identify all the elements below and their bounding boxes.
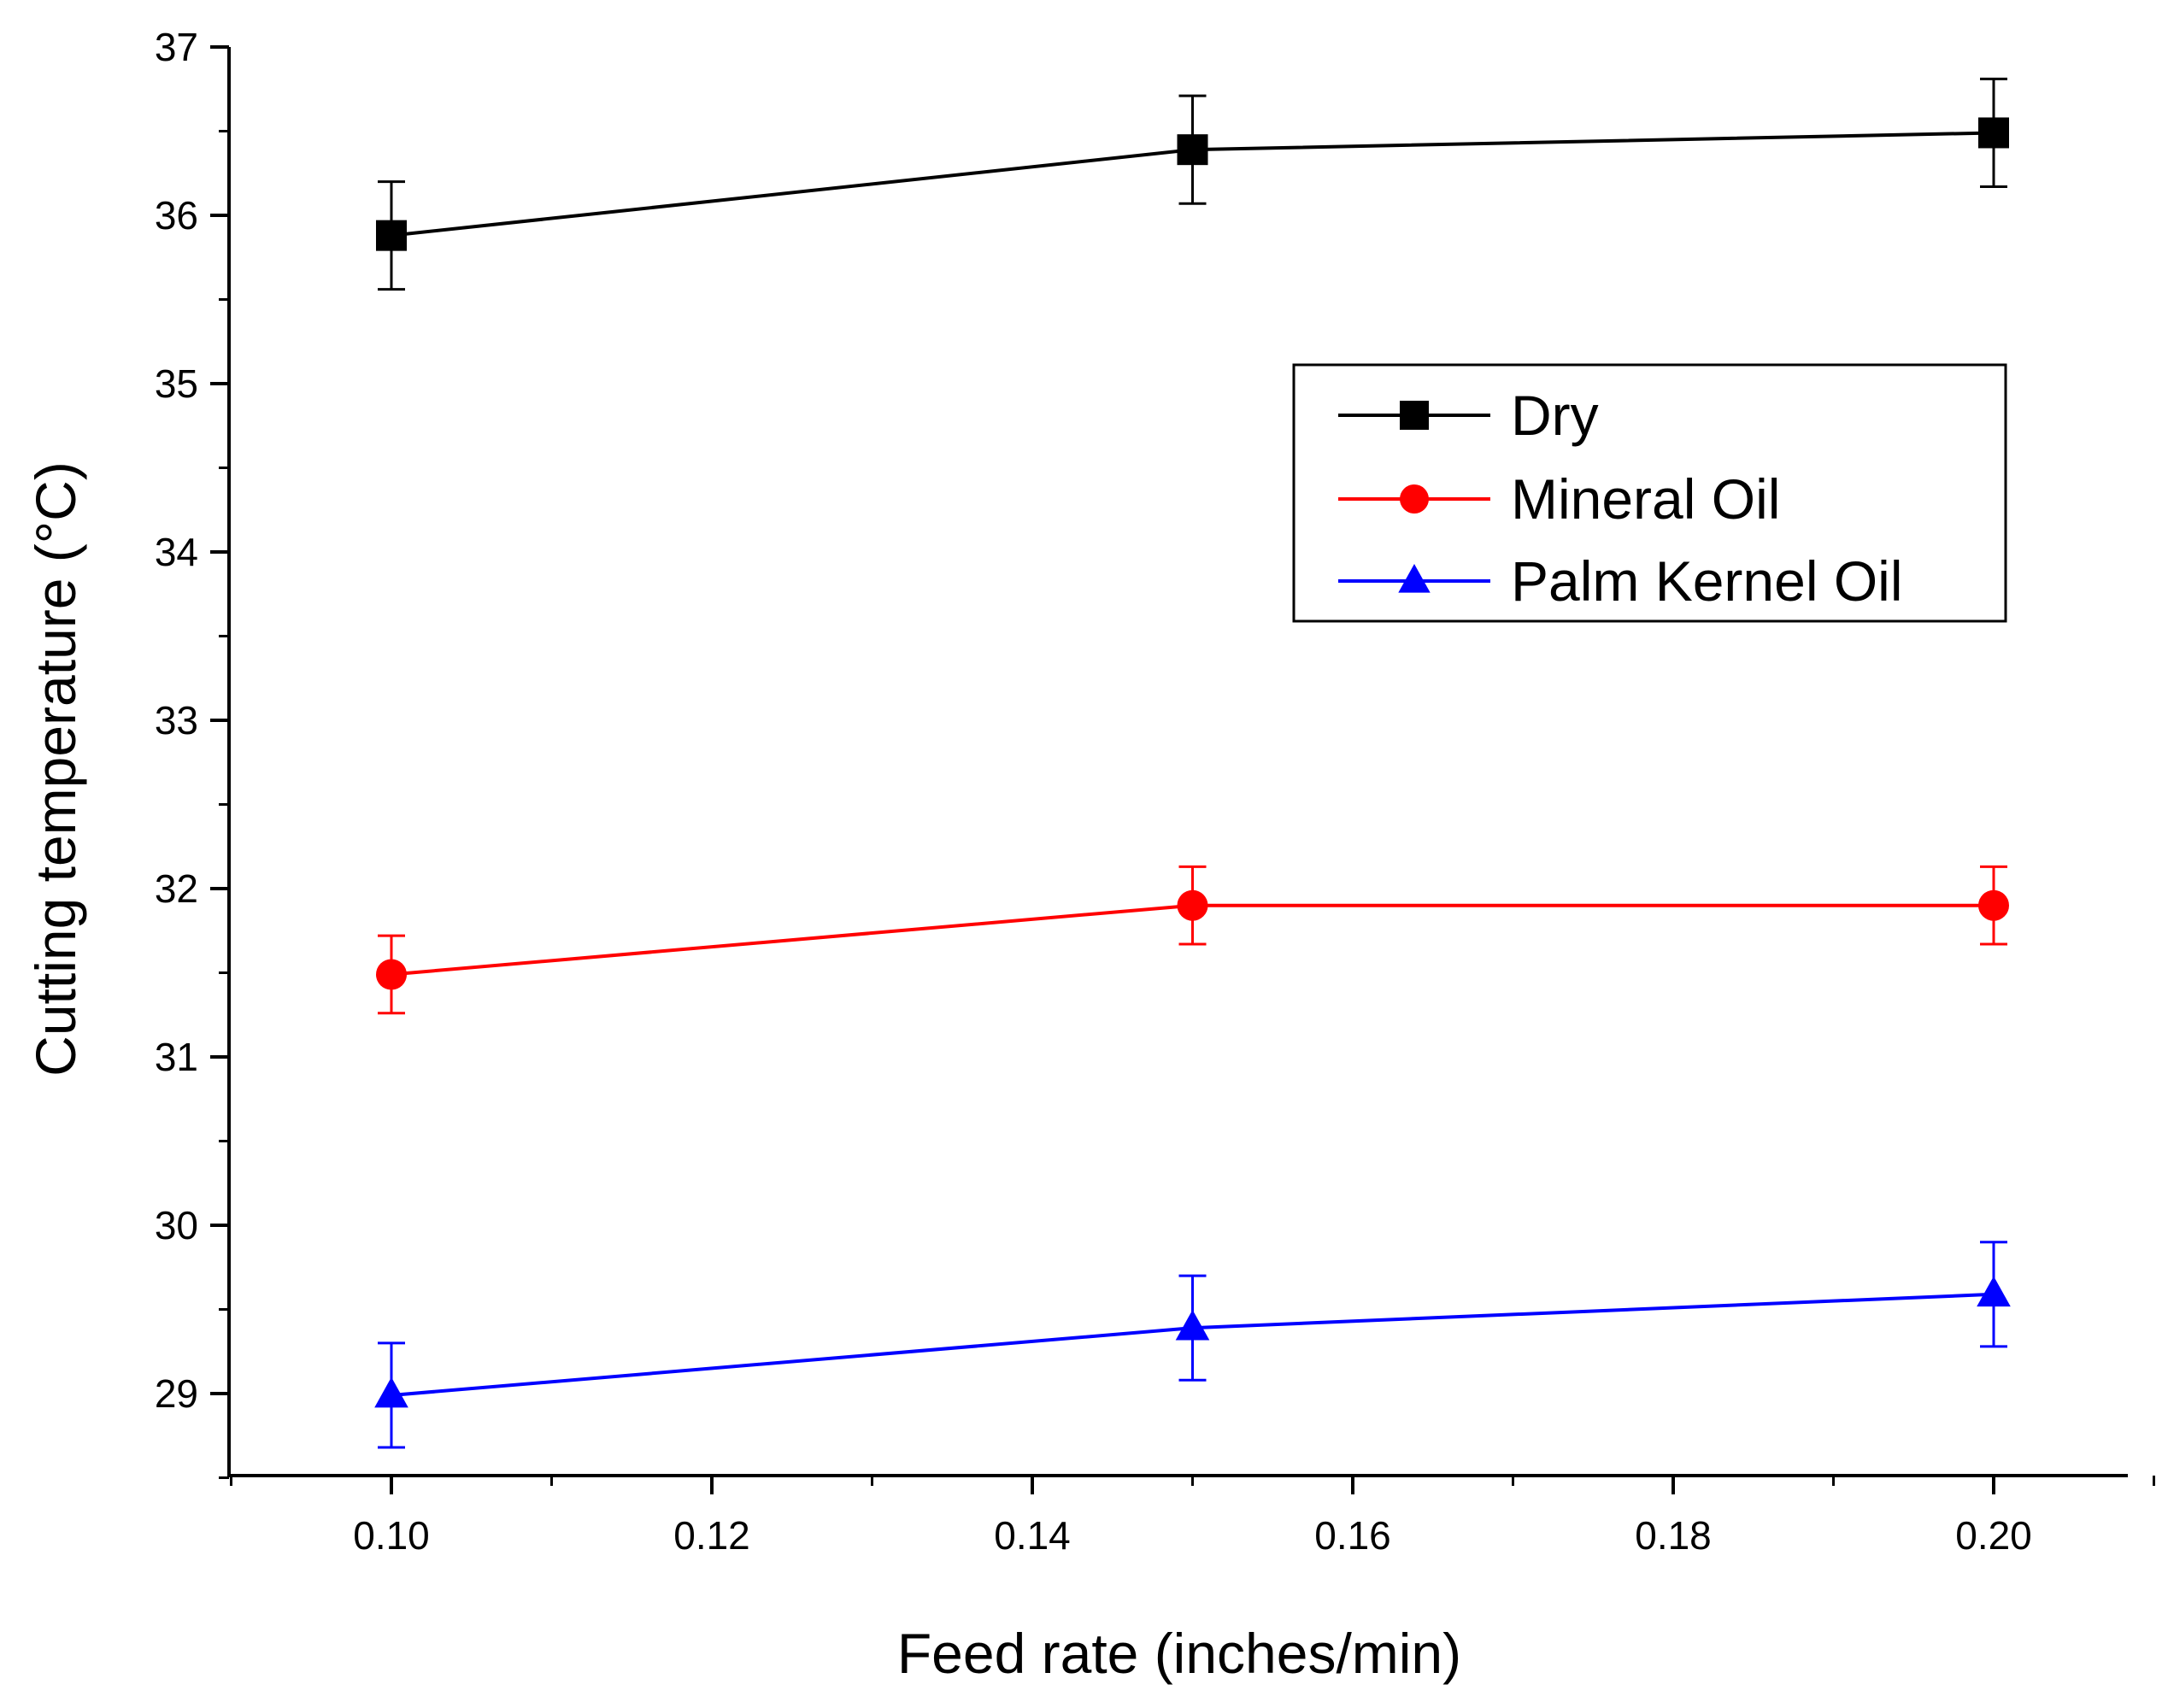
data-point-square	[1177, 134, 1208, 166]
legend-label: Mineral Oil	[1511, 467, 1780, 531]
x-axis-title: Feed rate (inches/min)	[897, 1622, 1461, 1685]
x-tick-label: 0.14	[994, 1513, 1071, 1558]
x-tick-label: 0.20	[1955, 1513, 2032, 1558]
y-tick-label: 31	[155, 1035, 198, 1079]
y-tick-label: 37	[155, 25, 198, 69]
data-point-triangle	[1398, 563, 1431, 593]
y-axis-ticks: 29 30 31 32 33 34 35 36 37	[155, 25, 229, 1479]
data-point-triangle	[1977, 1276, 2011, 1307]
data-point-square	[1400, 401, 1429, 430]
legend-item-dry: Dry	[1338, 384, 1599, 447]
x-tick-label: 0.16	[1314, 1513, 1391, 1558]
legend-item-mineral-oil: Mineral Oil	[1338, 467, 1780, 531]
y-tick-label: 32	[155, 866, 198, 911]
data-point-triangle	[1175, 1309, 1210, 1341]
plot-axes	[227, 47, 2128, 1477]
data-point-triangle	[374, 1376, 408, 1408]
legend-label: Dry	[1511, 384, 1599, 447]
series-mineral-oil	[376, 865, 2009, 1015]
x-tick-label: 0.18	[1635, 1513, 1712, 1558]
series-palm-kernel-oil	[374, 1241, 2011, 1449]
series-layer	[374, 77, 2011, 1449]
data-point-circle	[1177, 889, 1208, 921]
y-tick-label: 30	[155, 1203, 198, 1247]
x-tick-label: 0.10	[353, 1513, 430, 1558]
legend-items: Dry Mineral Oil Palm Kernel Oil	[1338, 384, 1903, 613]
legend-item-palm-kernel-oil: Palm Kernel Oil	[1338, 549, 1903, 613]
x-tick-label: 0.12	[673, 1513, 750, 1558]
y-tick-label: 35	[155, 361, 198, 406]
data-point-circle	[376, 959, 407, 990]
y-tick-label: 34	[155, 530, 198, 574]
y-tick-label: 36	[155, 193, 198, 238]
data-point-square	[376, 220, 407, 251]
y-tick-label: 29	[155, 1371, 198, 1416]
legend: Dry Mineral Oil Palm Kernel Oil	[1292, 363, 2007, 623]
data-point-circle	[1400, 484, 1429, 514]
y-axis-title: Cutting temperature (°C)	[24, 461, 87, 1077]
y-tick-label: 33	[155, 698, 198, 742]
x-axis-ticks: 0.10 0.12 0.14 0.16 0.18 0.20	[230, 1476, 2155, 1558]
legend-label: Palm Kernel Oil	[1511, 549, 1903, 613]
data-point-circle	[1978, 889, 2009, 921]
series-dry	[376, 77, 2009, 291]
data-point-square	[1978, 117, 2009, 149]
